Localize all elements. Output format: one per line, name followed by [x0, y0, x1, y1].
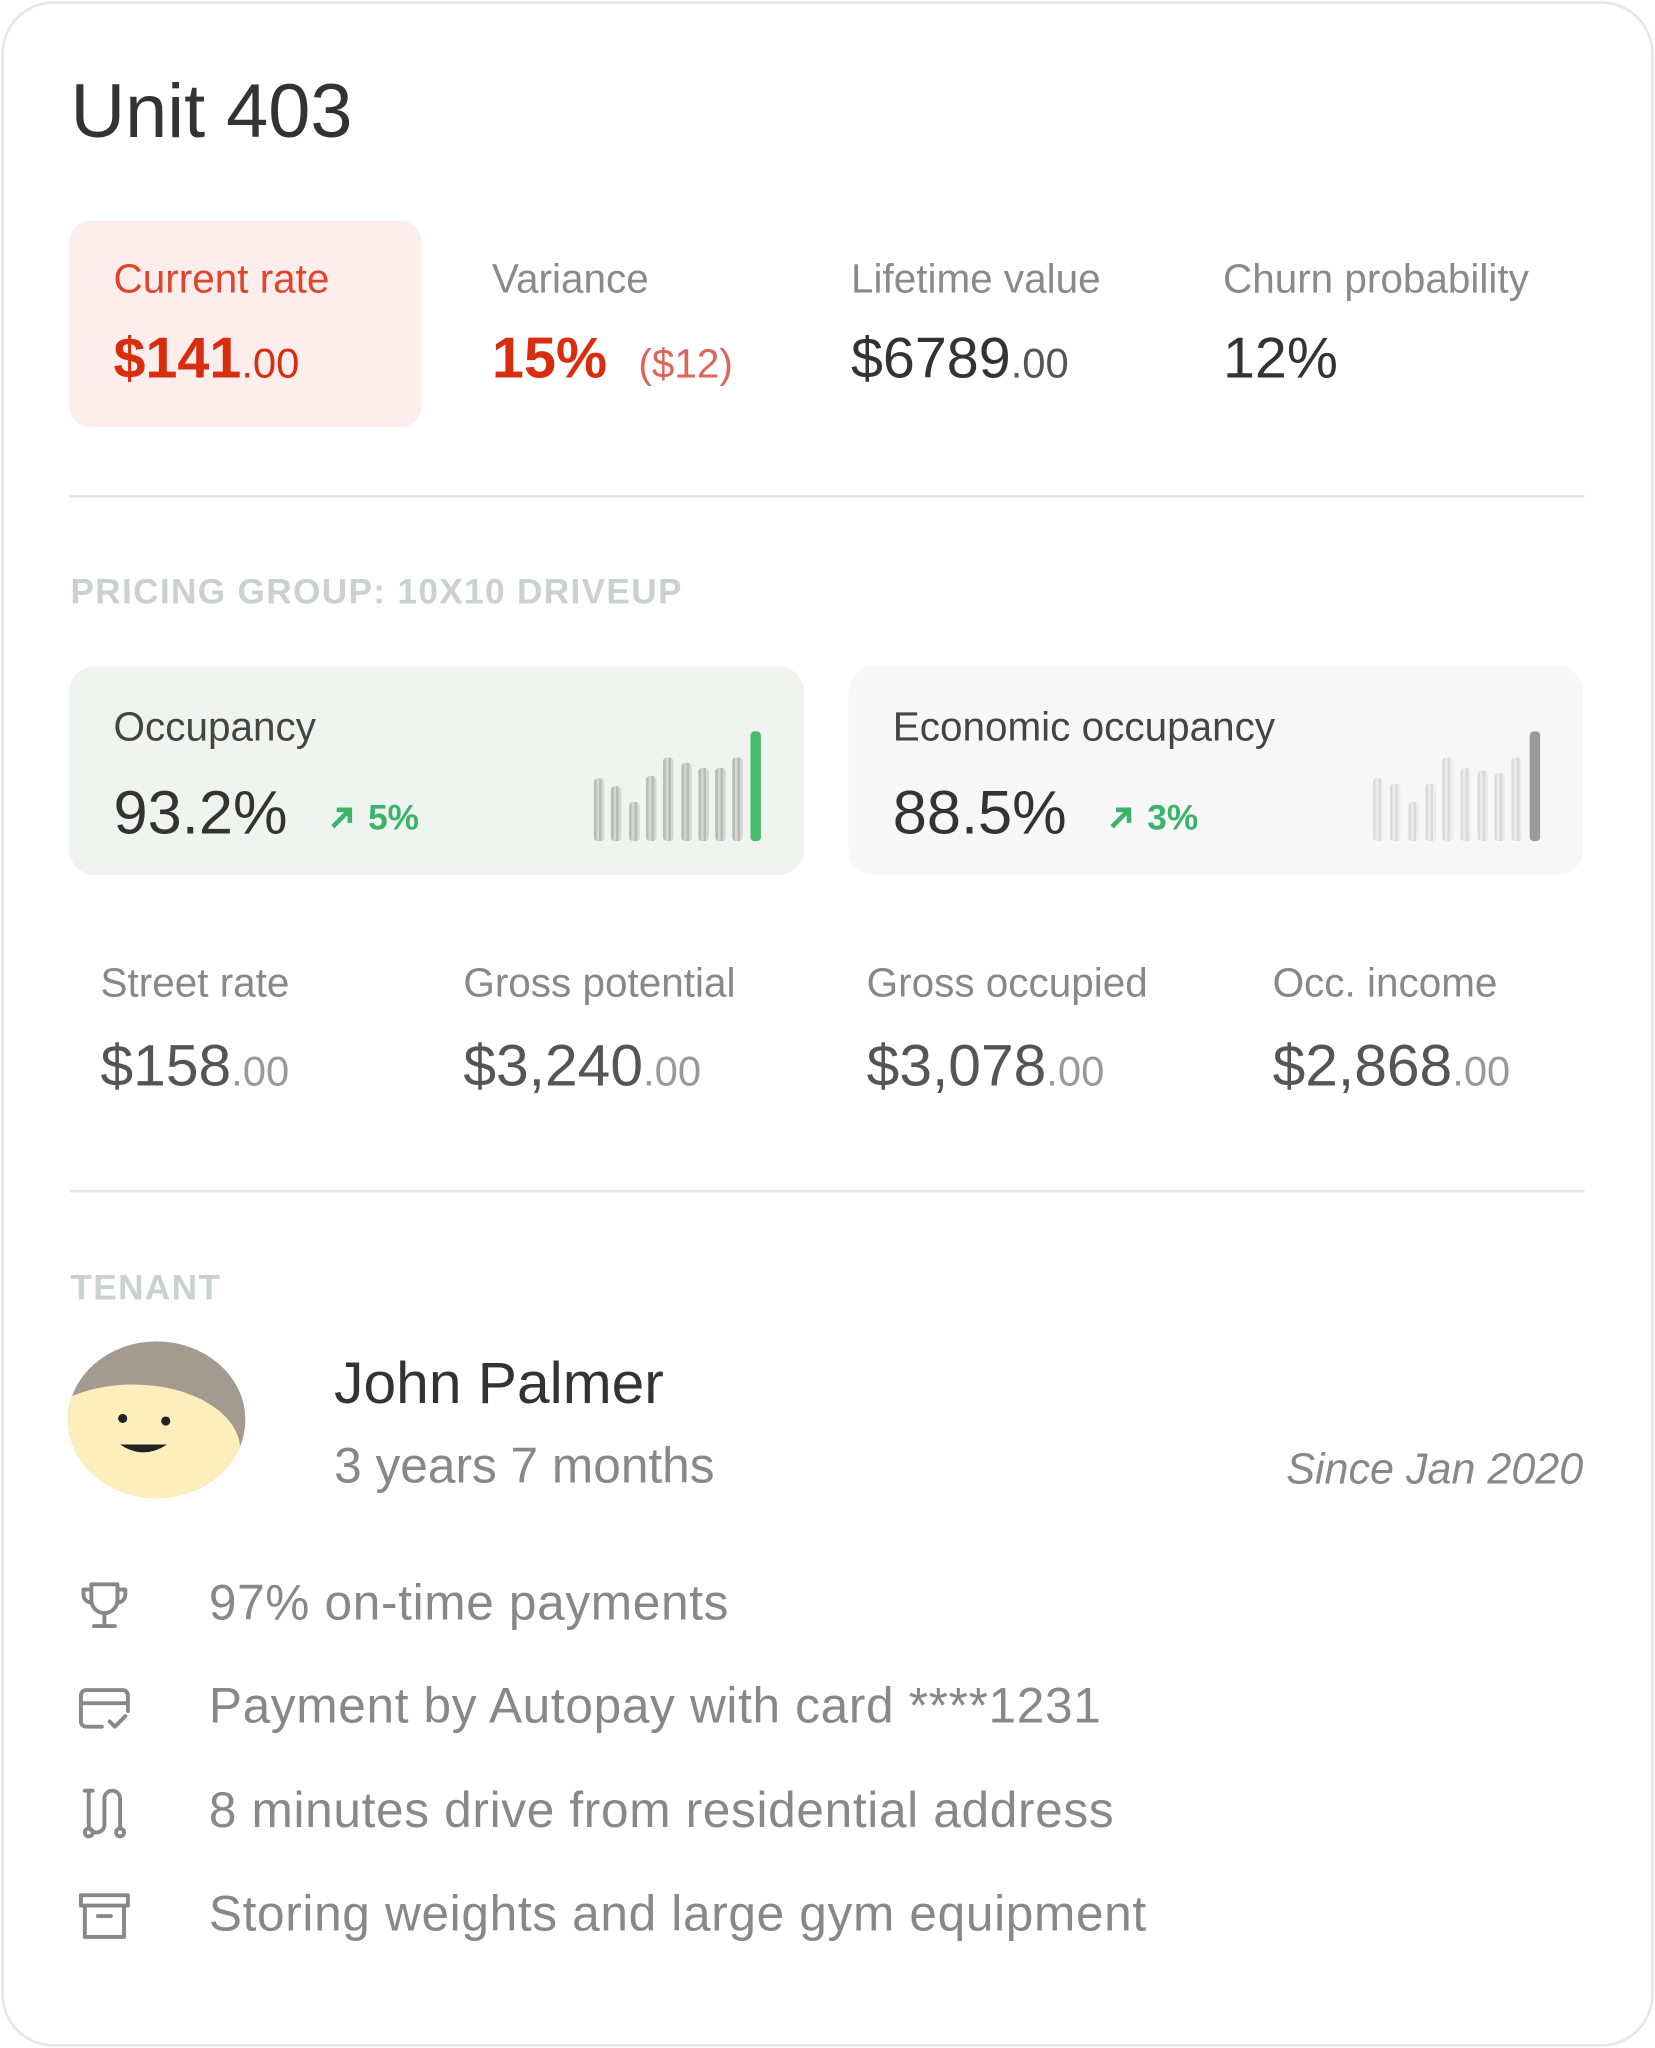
sparkline-bar [1529, 731, 1540, 842]
metric-value: $141.00 [114, 327, 300, 392]
card-value: 93.2% [113, 777, 288, 847]
metric-value: 15% ($12) [492, 327, 733, 392]
cents: .00 [241, 339, 300, 387]
sparkline-bar [628, 801, 640, 842]
archive-icon [78, 1893, 130, 1939]
value: $141 [113, 326, 242, 391]
card-change: 3% [1147, 798, 1199, 838]
sparkline-bar [680, 762, 692, 842]
up-arrow [331, 807, 353, 829]
card-value: 88.5% [892, 777, 1067, 847]
sparkline-bar [715, 767, 726, 842]
sparkline-bar [732, 757, 744, 842]
value: $6789 [850, 326, 1011, 391]
cents: .00 [1010, 339, 1069, 387]
cents: .00 [1452, 1047, 1511, 1095]
card-label: Economic occupancy [892, 703, 1276, 750]
tenant-fact: 8 minutes drive from residential address [208, 1783, 1115, 1839]
sparkline-bar [593, 778, 605, 842]
tenant-fact: 97% on-time payments [208, 1576, 730, 1632]
metric-label: Churn probability [1222, 255, 1529, 302]
section-heading: PRICING GROUP: 10X10 DRIVEUP [70, 572, 683, 612]
sparkline-bar [611, 786, 622, 842]
value: $2,868 [1272, 1031, 1453, 1099]
cents: .00 [642, 1047, 702, 1095]
sparkline-bar [1425, 783, 1436, 842]
metric-label: Lifetime value [850, 255, 1101, 302]
metric-label: Variance [492, 255, 649, 302]
metric-label: Gross occupied [866, 959, 1148, 1006]
highlight-box [69, 220, 422, 428]
card-label: Occupancy [113, 703, 316, 750]
metric-value: $2,868.00 [1273, 1032, 1511, 1100]
card-change: 5% [368, 798, 420, 838]
tenant-fact: Storing weights and large gym equipment [208, 1887, 1147, 1943]
tenant-name: John Palmer [334, 1349, 664, 1416]
value: $3,240 [463, 1031, 643, 1099]
metric-label: Street rate [100, 959, 290, 1006]
metric-value: $3,240.00 [463, 1032, 701, 1100]
divider [69, 1189, 1585, 1193]
divider [69, 495, 1585, 498]
metric-label: Current rate [113, 255, 330, 302]
sparkline-bar [1442, 757, 1453, 842]
value: 15% [492, 326, 608, 391]
sparkline-bar [1390, 783, 1401, 842]
value: 12% [1222, 326, 1338, 391]
cents: .00 [1046, 1047, 1105, 1095]
metric-value: 12% [1223, 327, 1338, 392]
sparkline-bar [1407, 801, 1419, 842]
sparkline-bar [663, 757, 674, 842]
sparkline-bar [750, 731, 761, 842]
title: Unit 403 [70, 69, 353, 155]
avatar [67, 1341, 246, 1499]
metric-value: $6789.00 [851, 327, 1069, 392]
tenant-since: Since Jan 2020 [1286, 1444, 1584, 1493]
sparkline-bar [1511, 757, 1523, 842]
metric-value: $158.00 [101, 1032, 290, 1100]
sparkline-bar [1477, 770, 1488, 842]
tenant-tenure: 3 years 7 months [334, 1439, 715, 1495]
sparkline-bar [1459, 767, 1471, 842]
up-arrow [1110, 807, 1132, 829]
metric-label: Occ. income [1272, 959, 1498, 1006]
route-icon [82, 1788, 126, 1839]
card-icon [78, 1688, 130, 1729]
section-heading: TENANT [70, 1268, 222, 1308]
cents: .00 [231, 1047, 290, 1095]
sparkline-bar [1494, 773, 1506, 842]
metric-value: $3,078.00 [867, 1032, 1105, 1100]
note: ($12) [638, 340, 733, 387]
value: $158 [100, 1031, 232, 1099]
sparkline-bar [645, 775, 657, 842]
tenant-fact: Payment by Autopay with card ****1231 [208, 1680, 1102, 1735]
metric-label: Gross potential [463, 959, 736, 1006]
trophy-icon [81, 1582, 128, 1629]
sparkline-bar [698, 767, 709, 842]
value: $3,078 [866, 1031, 1047, 1099]
sparkline-bar [1373, 778, 1384, 842]
